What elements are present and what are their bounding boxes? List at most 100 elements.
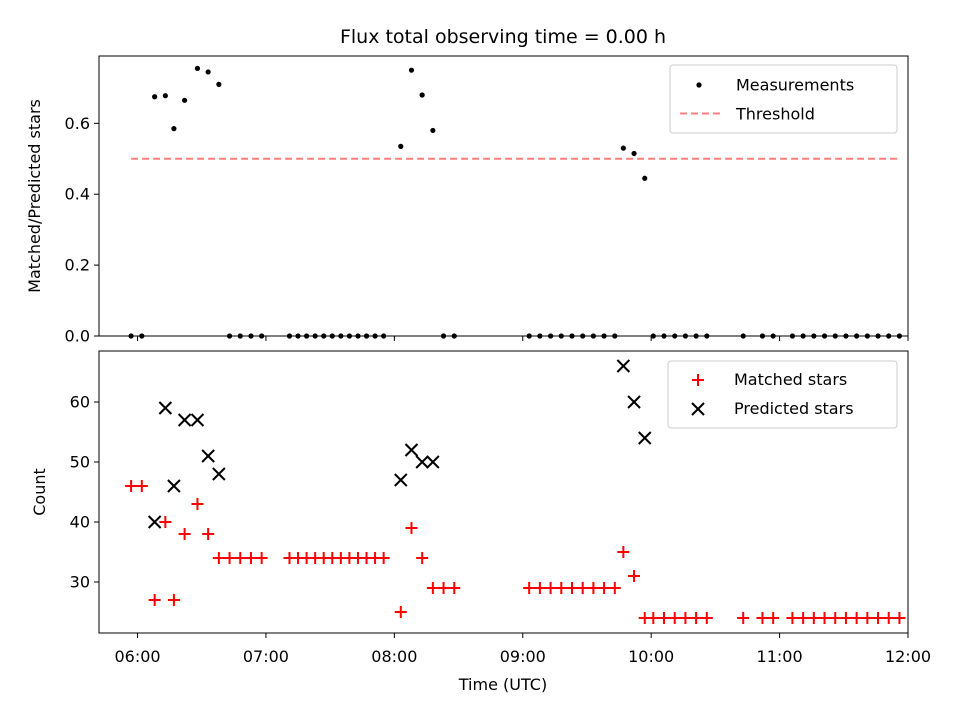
- matched-star-point: [797, 612, 810, 624]
- measurement-point: [194, 65, 201, 72]
- matched-star-point: [125, 480, 138, 492]
- measurement-point: [430, 127, 436, 134]
- matched-star-point: [737, 612, 750, 624]
- matched-star-point: [426, 582, 439, 594]
- bottom-ylabel: Count: [30, 468, 49, 516]
- y-tick-label: 40: [70, 513, 90, 532]
- matched-star-point: [679, 612, 692, 624]
- matched-star-point: [437, 582, 450, 594]
- measurement-point: [620, 145, 626, 151]
- measurement-point: [216, 81, 222, 87]
- matched-star-point: [587, 582, 600, 594]
- matched-star-point: [178, 528, 191, 540]
- bottom-legend: Matched stars Predicted stars: [667, 360, 898, 429]
- matched-star-point: [533, 582, 546, 594]
- legend-matched-marker: [692, 374, 704, 386]
- matched-star-point: [786, 612, 799, 624]
- matched-star-point: [394, 606, 407, 618]
- measurement-point: [398, 143, 404, 149]
- matched-star-point: [690, 612, 703, 624]
- legend-matched-label: Matched stars: [734, 370, 847, 389]
- matched-star-point: [668, 612, 681, 624]
- matched-star-point: [598, 582, 611, 594]
- top-axes-frame: [98, 55, 909, 337]
- matched-star-point: [647, 612, 660, 624]
- matched-star-point: [807, 612, 820, 624]
- matched-star-point: [700, 612, 713, 624]
- chart-title: Flux total observing time = 0.00 h: [340, 26, 666, 48]
- predicted-star-point: [212, 467, 226, 481]
- bottom-legend-box: [667, 360, 898, 429]
- predicted-star-point: [190, 413, 205, 427]
- predicted-star-point: [627, 395, 641, 409]
- y-tick-label: 60: [70, 393, 90, 412]
- matched-star-point: [628, 570, 641, 582]
- y-tick-label: 0.6: [65, 114, 90, 133]
- predicted-star-point: [201, 449, 215, 463]
- matched-star-point: [608, 582, 621, 594]
- measurement-point: [419, 92, 425, 98]
- x-tick-label: 09:00: [500, 647, 546, 666]
- matched-star-point: [523, 582, 536, 594]
- matched-star-point: [756, 612, 769, 624]
- bottom-axes-frame: [98, 350, 909, 634]
- x-tick-label: 12:00: [885, 647, 931, 666]
- measurement-point: [642, 175, 648, 181]
- legend-predicted-label: Predicted stars: [734, 399, 854, 418]
- matched-star-point: [544, 582, 557, 594]
- matched-star-point: [767, 612, 780, 624]
- matched-star-point: [850, 612, 863, 624]
- y-tick-label: 50: [70, 453, 90, 472]
- legend-threshold-label: Threshold: [735, 105, 815, 124]
- matched-star-point: [135, 480, 148, 492]
- top-legend-box: [669, 64, 898, 134]
- bottom-panel: Count Time (UTC) 30 40 50 60 06:00 07:00 08:0…: [30, 350, 931, 694]
- legend-measurements-marker: [696, 82, 702, 88]
- legend-predicted-marker: [691, 402, 705, 416]
- top-panel: Matched/Predicted stars 0.0 0.2 0.4 0.6 Mea…: [25, 55, 909, 346]
- y-tick-label: 0.4: [65, 185, 90, 204]
- matched-star-point: [555, 582, 568, 594]
- legend-measurements-label: Measurements: [736, 76, 854, 95]
- matched-star-point: [191, 498, 204, 510]
- measurement-point: [205, 69, 211, 75]
- matched-star-point: [202, 528, 215, 540]
- x-tick-label: 08:00: [371, 647, 417, 666]
- matched-star-point: [377, 552, 390, 564]
- predicted-star-point: [147, 515, 162, 529]
- bottom-plot-marks: [125, 359, 906, 624]
- matched-star-point: [893, 612, 906, 624]
- matched-star-point: [872, 612, 885, 624]
- bottom-y-ticks: 30 40 50 60: [70, 393, 99, 592]
- predicted-star-point: [426, 455, 440, 469]
- matched-star-point: [148, 594, 161, 606]
- matched-star-point: [818, 612, 831, 624]
- y-tick-label: 0.2: [65, 256, 90, 275]
- bottom-xlabel: Time (UTC): [458, 675, 547, 694]
- predicted-star-point: [158, 401, 173, 415]
- matched-star-point: [416, 552, 429, 564]
- predicted-star-point: [394, 473, 408, 487]
- matched-star-point: [167, 594, 180, 606]
- predicted-star-point: [616, 359, 631, 373]
- matched-star-point: [159, 516, 172, 528]
- y-tick-label: 30: [70, 573, 90, 592]
- y-tick-label: 0.0: [65, 327, 90, 346]
- top-ylabel: Matched/Predicted stars: [25, 99, 44, 293]
- measurement-point: [631, 150, 637, 157]
- matched-star-point: [223, 552, 236, 564]
- matched-star-point: [565, 582, 578, 594]
- matched-star-point: [255, 552, 268, 564]
- matched-star-point: [839, 612, 852, 624]
- x-tick-label: 06:00: [114, 647, 160, 666]
- x-tick-label: 10:00: [628, 647, 674, 666]
- predicted-star-point: [177, 413, 192, 427]
- top-y-ticks: 0.0 0.2 0.4 0.6: [65, 114, 99, 346]
- top-x-ticks: [137, 336, 909, 341]
- top-legend: Measurements Threshold: [669, 64, 898, 134]
- bottom-x-ticks: 06:00 07:00 08:00 09:00 10:00 11:00 12:00: [114, 633, 931, 666]
- x-tick-label: 11:00: [757, 647, 803, 666]
- matched-star-point: [244, 552, 257, 564]
- matched-star-point: [882, 612, 895, 624]
